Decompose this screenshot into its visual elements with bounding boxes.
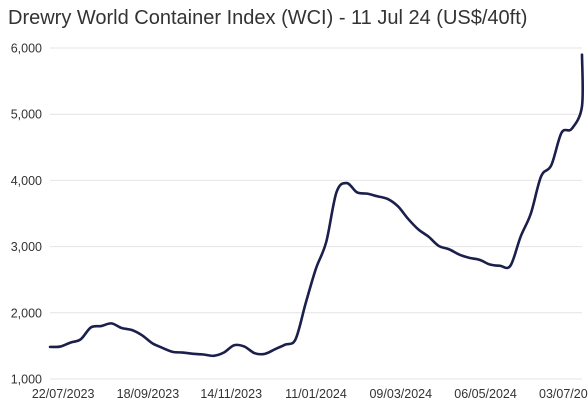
y-tick-label: 3,000: [11, 240, 42, 254]
series-layer: [48, 53, 585, 358]
y-tick-label: 6,000: [11, 42, 42, 56]
y-axis: 1,000 2,000 3,000 4,000 5,000 6,000: [11, 42, 42, 387]
y-tick-label: 1,000: [11, 373, 42, 387]
y-tick-label: 2,000: [11, 306, 42, 320]
series-line: [48, 53, 585, 358]
grid-layer: [50, 47, 582, 380]
x-tick-label: 22/07/2023: [32, 387, 95, 401]
x-tick-label: 03/07/2024: [539, 387, 588, 401]
chart-title: Drewry World Container Index (WCI) - 11 …: [8, 7, 528, 29]
x-axis: 22/07/2023 18/09/2023 14/11/2023 11/01/2024…: [32, 387, 588, 401]
y-tick-label: 5,000: [11, 108, 42, 122]
y-tick-label: 4,000: [11, 174, 42, 188]
x-tick-label: 09/03/2024: [369, 387, 432, 401]
x-tick-label: 06/05/2024: [454, 387, 517, 401]
x-tick-label: 18/09/2023: [117, 387, 180, 401]
x-tick-label: 14/11/2023: [200, 387, 262, 401]
x-tick-label: 11/01/2024: [285, 387, 347, 401]
